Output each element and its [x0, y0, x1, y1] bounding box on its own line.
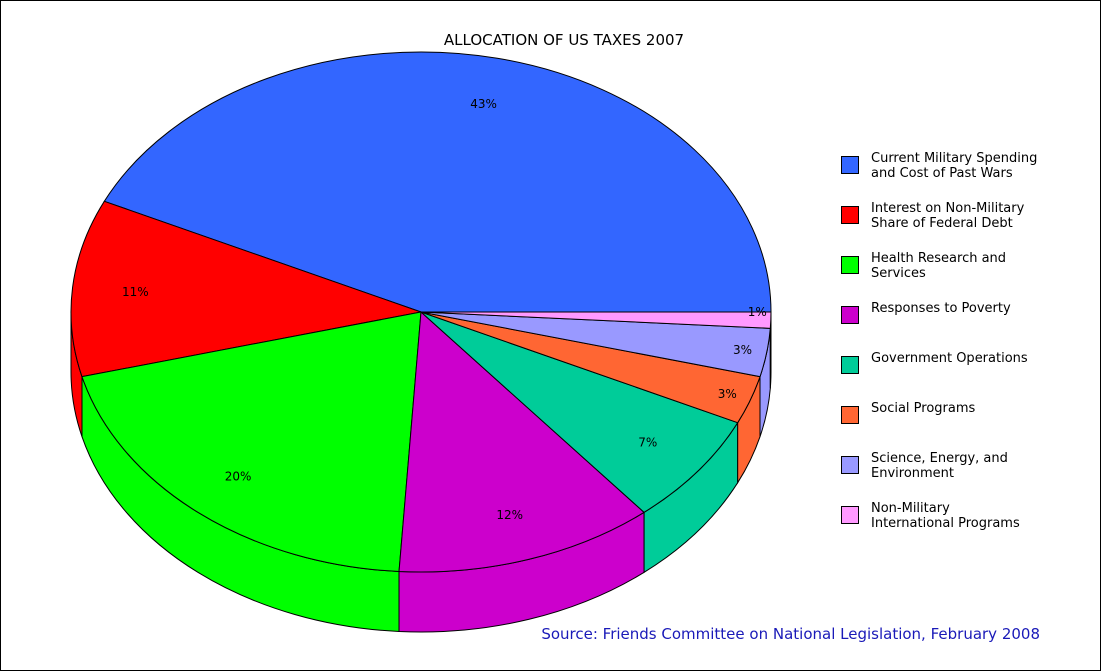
legend-label-line: Health Research and — [871, 251, 1007, 266]
legend-item-0: Current Military Spending and Cost of Pas… — [841, 151, 1081, 191]
legend-item-3: Responses to Poverty — [841, 301, 1081, 341]
legend-label-line: Environment — [871, 466, 955, 481]
legend-label-line: Current Military Spending — [871, 151, 1038, 166]
chart-title: ALLOCATION OF US TAXES 2007 — [443, 31, 685, 49]
pie-value-label-2: 20% — [225, 469, 252, 483]
legend-swatch-3 — [841, 306, 859, 324]
legend-item-5: Social Programs — [841, 401, 1081, 441]
legend-label-line: Responses to Poverty — [871, 301, 1011, 316]
legend-swatch-4 — [841, 356, 859, 374]
pie-value-label-1: 11% — [122, 285, 149, 299]
legend-label-7: Non-Military International Programs — [871, 501, 1076, 531]
legend-swatch-6 — [841, 456, 859, 474]
source-note: Source: Friends Committee on National Le… — [541, 625, 1040, 643]
legend-label-line: Government Operations — [871, 351, 1028, 366]
pie-value-label-6: 3% — [733, 343, 752, 357]
pie-slice-0 — [103, 51, 772, 313]
legend-item-4: Government Operations — [841, 351, 1081, 391]
legend-label-line: Services — [871, 266, 926, 281]
pie-slices — [70, 51, 772, 573]
pie-slice-3 — [398, 310, 645, 573]
legend-label-line: Share of Federal Debt — [871, 216, 1013, 231]
legend-label-line: Science, Energy, and — [871, 451, 1008, 466]
pie-value-label-4: 7% — [638, 436, 657, 450]
legend-label-2: Health Research and Services — [871, 251, 1076, 281]
legend-label-line: Social Programs — [871, 401, 976, 416]
legend-item-1: Interest on Non-Military Share of Federal… — [841, 201, 1081, 241]
legend-swatch-1 — [841, 206, 859, 224]
pie-slice-2 — [81, 311, 422, 573]
pie-value-label-3: 12% — [496, 508, 523, 522]
legend-label-3: Responses to Poverty — [871, 301, 1076, 316]
legend-label-line: Interest on Non-Military — [871, 201, 1025, 216]
legend-swatch-2 — [841, 256, 859, 274]
pie-slice-4 — [420, 311, 739, 513]
legend-label-5: Social Programs — [871, 401, 1076, 416]
legend-label-line: Non-Military — [871, 501, 950, 516]
legend-item-6: Science, Energy, and Environment — [841, 451, 1081, 491]
pie-value-label-5: 3% — [718, 387, 737, 401]
pie-value-label-0: 43% — [470, 97, 497, 111]
legend-item-7: Non-Military International Programs — [841, 501, 1081, 541]
legend-item-2: Health Research and Services — [841, 251, 1081, 291]
legend-swatch-5 — [841, 406, 859, 424]
pie-value-label-7: 1% — [748, 305, 767, 319]
legend-label-6: Science, Energy, and Environment — [871, 451, 1076, 481]
legend-label-1: Interest on Non-Military Share of Federal… — [871, 201, 1076, 231]
legend-label-0: Current Military Spending and Cost of Pas… — [871, 151, 1076, 181]
legend-label-line: and Cost of Past Wars — [871, 166, 1013, 181]
pie-slice-1 — [70, 200, 423, 378]
legend-swatch-0 — [841, 156, 859, 174]
legend-label-line: International Programs — [871, 516, 1020, 531]
legend-swatch-7 — [841, 506, 859, 524]
pie-side-walls — [70, 311, 772, 633]
pie-slice-7 — [420, 311, 772, 329]
legend-label-4: Government Operations — [871, 351, 1076, 366]
pie-value-labels: 43% 11% 20% 12% 7% 3% 3% 1% — [122, 97, 767, 522]
